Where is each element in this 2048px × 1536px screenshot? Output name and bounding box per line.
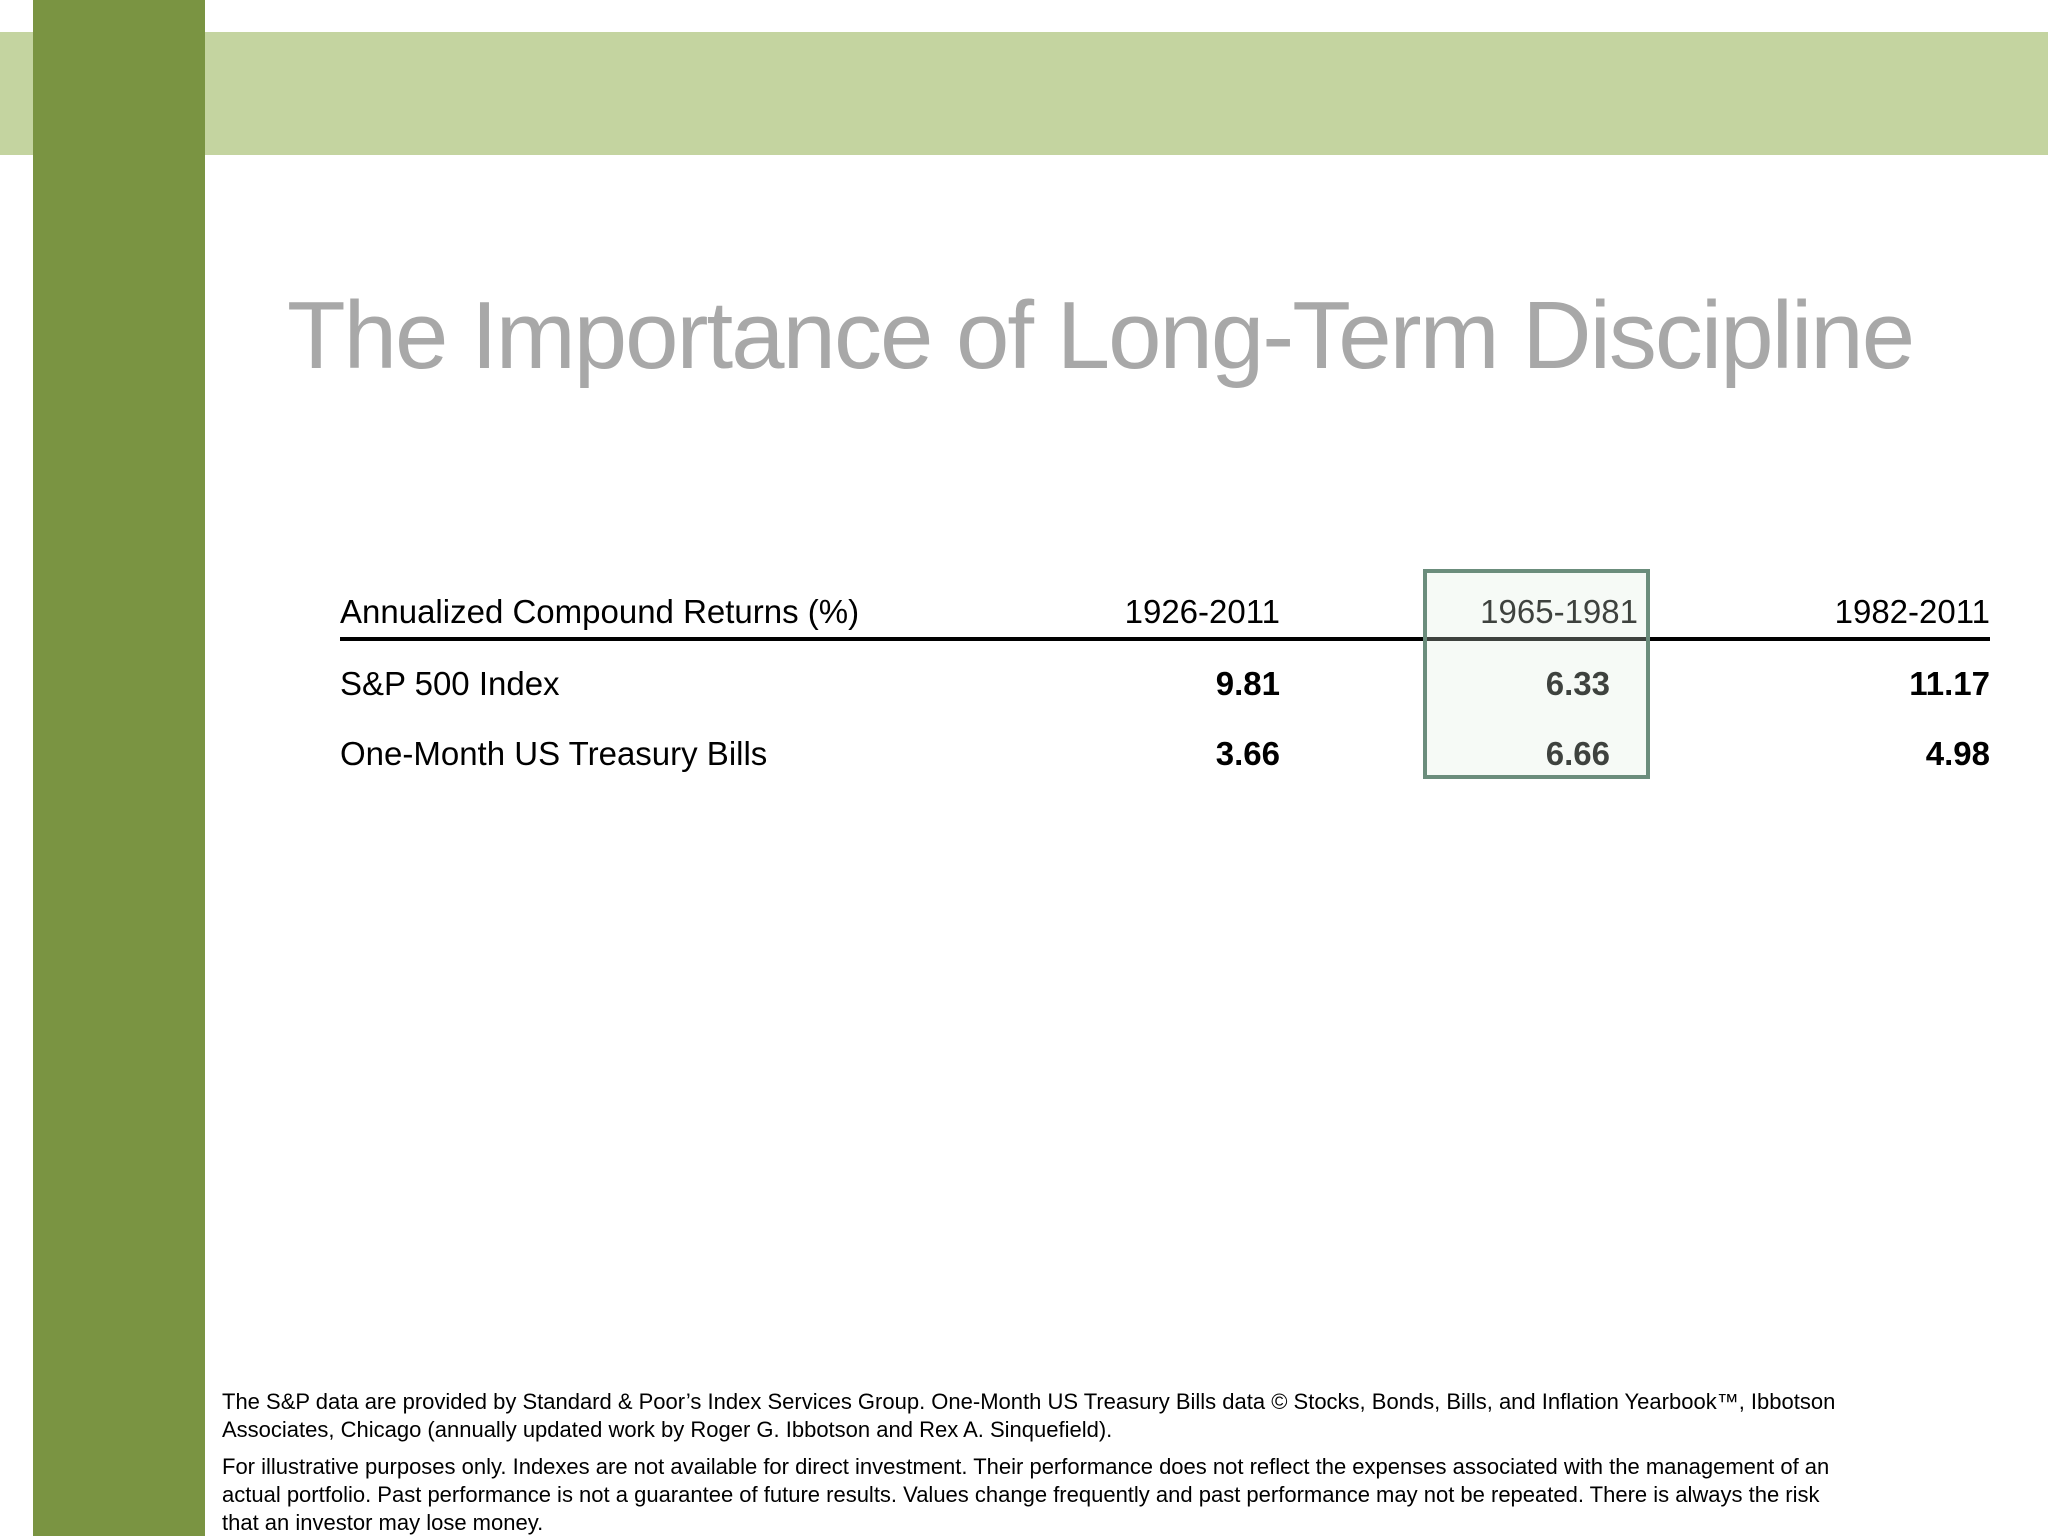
sp500-return-1982-2011: 11.17 — [1909, 665, 1990, 702]
table-header-label: Annualized Compound Returns (%) — [340, 593, 860, 630]
table-header-row: Annualized Compound Returns (%) 1926-201… — [340, 585, 1990, 637]
footnote-disclaimer: For illustrative purposes only. Indexes … — [222, 1454, 1830, 1535]
left-accent-bar — [33, 0, 205, 1536]
sp500-return-1965-1981: 6.33 — [1545, 665, 1610, 702]
top-accent-band — [0, 32, 2048, 155]
table-header-period-1982-2011: 1982-2011 — [1834, 593, 1990, 630]
table-header-rule — [340, 637, 1990, 641]
tbills-return-1965-1981: 6.66 — [1545, 735, 1610, 772]
table-row: S&P 500 Index 9.81 6.33 11.17 — [340, 641, 1990, 727]
table-header-period-1926-2011: 1926-2011 — [1124, 593, 1280, 630]
row-label-tbills: One-Month US Treasury Bills — [340, 735, 768, 772]
returns-table: Annualized Compound Returns (%) 1926-201… — [340, 585, 1990, 781]
slide-title: The Importance of Long-Term Discipline — [287, 282, 1915, 390]
sp500-return-1926-2011: 9.81 — [1215, 665, 1280, 702]
tbills-return-1926-2011: 3.66 — [1215, 735, 1280, 772]
footnotes: The S&P data are provided by Standard & … — [222, 1388, 1837, 1536]
footnote-source: The S&P data are provided by Standard & … — [222, 1389, 1836, 1442]
table-header-period-1965-1981: 1965-1981 — [1480, 593, 1638, 630]
table-row: One-Month US Treasury Bills 3.66 6.66 4.… — [340, 727, 1990, 781]
row-label-sp500: S&P 500 Index — [340, 665, 560, 702]
tbills-return-1982-2011: 4.98 — [1925, 735, 1990, 772]
